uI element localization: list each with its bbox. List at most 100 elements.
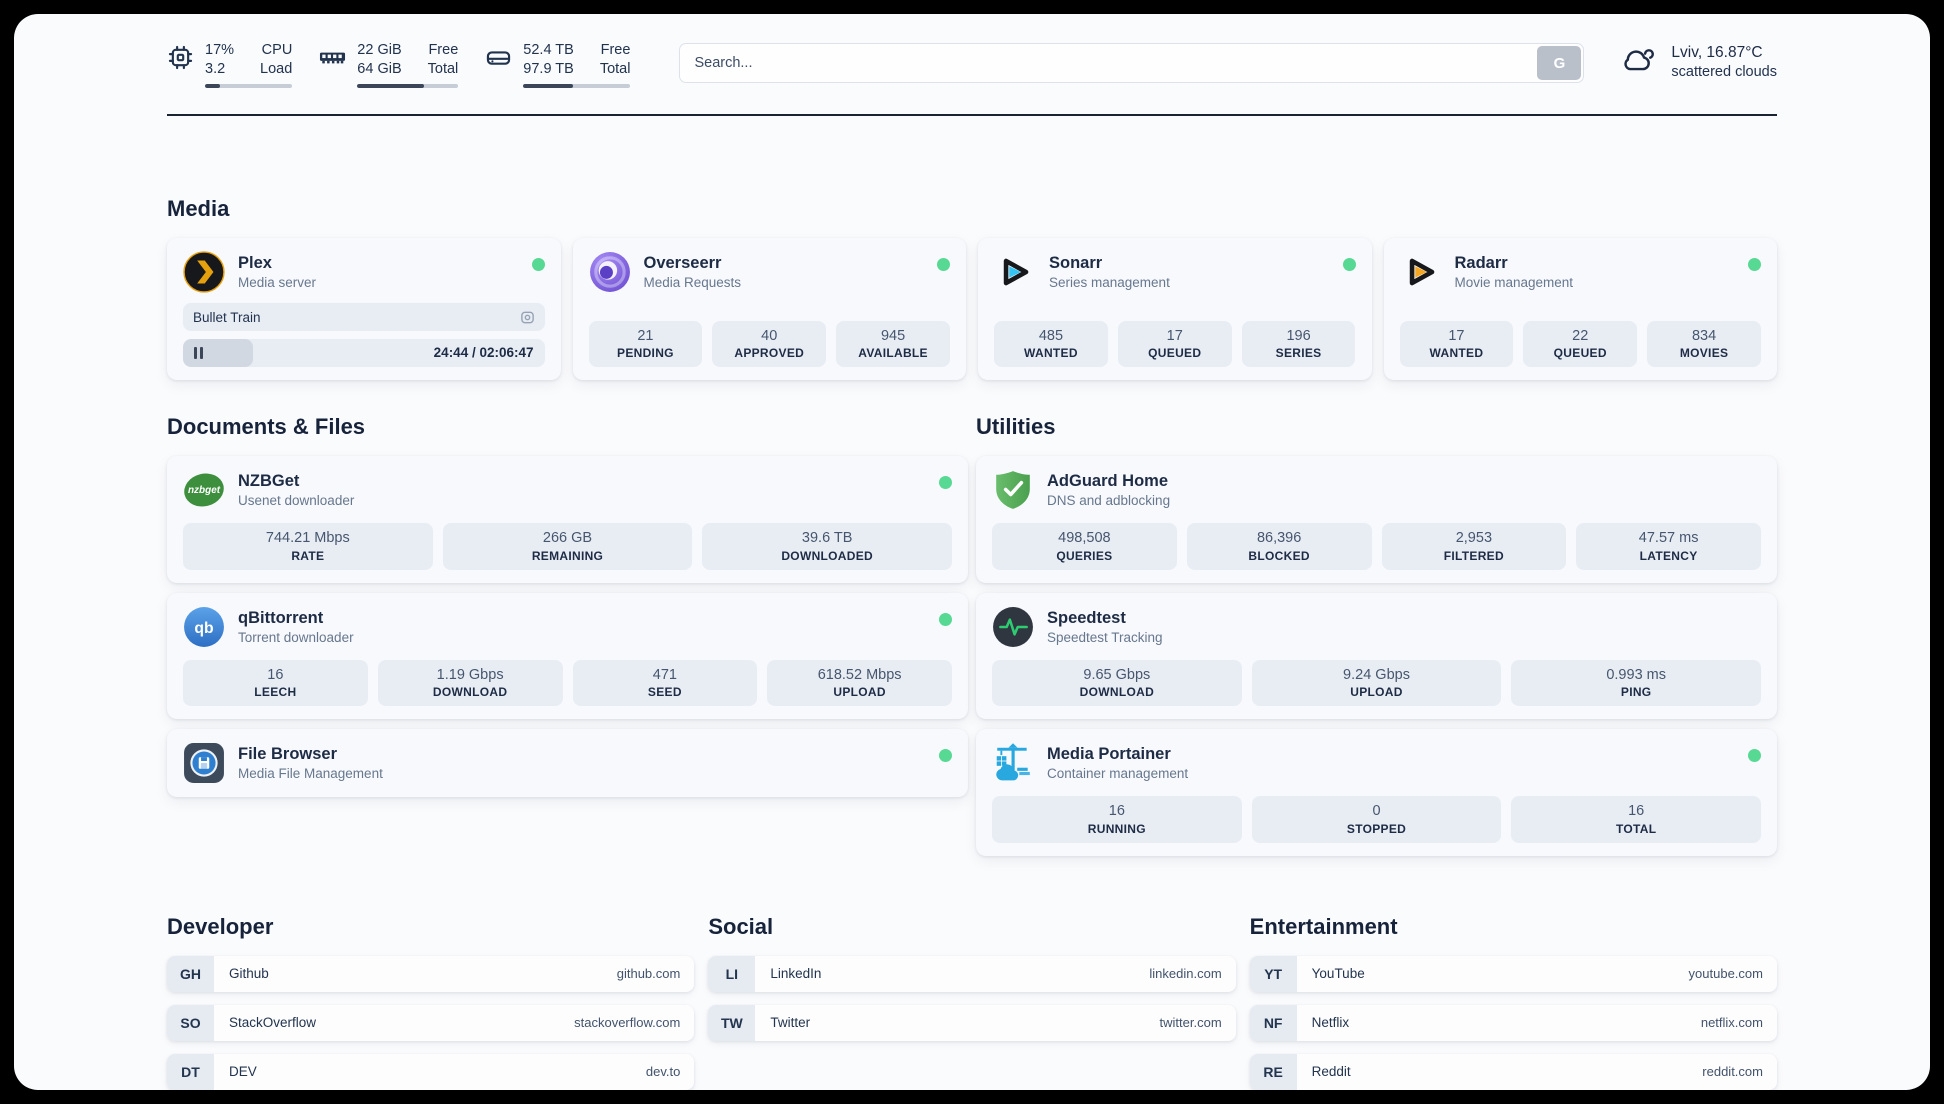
- link-badge: TW: [708, 1004, 756, 1041]
- cpu-label: CPU: [261, 42, 293, 58]
- section-title-developer: Developer: [167, 913, 274, 939]
- memory-free-label: Free: [428, 42, 459, 58]
- app-subtitle: Media Requests: [643, 275, 742, 291]
- app-card-adguard[interactable]: AdGuard Home DNS and adblocking 498,508 …: [976, 456, 1777, 583]
- overseerr-logo-icon: [589, 251, 631, 293]
- app-subtitle: Container management: [1047, 766, 1189, 782]
- cpu-icon: [167, 41, 194, 71]
- speedtest-logo-icon: [992, 606, 1034, 648]
- bookmark-group-social: Social LI LinkedIn linkedin.com TW Twitt…: [708, 913, 1236, 1090]
- media-section: Plex Media server Bullet Train 24:44 / 0…: [167, 238, 1777, 381]
- cpu-progress-fill: [205, 84, 220, 89]
- app-title: Plex: [238, 254, 272, 273]
- search-bar: G: [679, 43, 1585, 83]
- app-subtitle: Media server: [238, 275, 317, 291]
- link-reddit[interactable]: RE Reddit reddit.com: [1249, 1053, 1777, 1090]
- stat-download: 1.19 Gbps DOWNLOAD: [377, 659, 563, 707]
- link-twitter[interactable]: TW Twitter twitter.com: [708, 1004, 1236, 1041]
- stat-wanted: 485 WANTED: [994, 320, 1108, 368]
- status-online-dot: [1748, 258, 1761, 272]
- app-card-qbittorrent[interactable]: qb qBittorrent Torrent downloader 16 LEE…: [167, 592, 968, 720]
- search-input[interactable]: [679, 43, 1585, 83]
- memory-total-label: Total: [427, 60, 459, 77]
- portainer-logo-icon: [992, 742, 1034, 784]
- section-title-documents: Documents & Files: [167, 414, 366, 440]
- svg-text:nzbget: nzbget: [188, 485, 221, 496]
- disk-free-label: Free: [600, 42, 631, 58]
- stat-blocked: 86,396 BLOCKED: [1186, 523, 1372, 570]
- link-github[interactable]: GH Github github.com: [167, 955, 695, 992]
- cpu-usage-value: 17%: [205, 42, 235, 58]
- status-online-dot: [1748, 749, 1761, 763]
- section-title-media: Media: [167, 196, 230, 222]
- status-online-dot: [939, 476, 952, 490]
- link-badge: LI: [708, 955, 756, 992]
- app-title: Sonarr: [1049, 254, 1103, 273]
- stat-leech: 16 LEECH: [183, 659, 368, 707]
- link-badge: SO: [167, 1004, 214, 1041]
- status-online-dot: [939, 612, 952, 626]
- app-card-sonarr[interactable]: Sonarr Series management 485 WANTED 17 Q…: [978, 238, 1372, 381]
- stat-total: 16 TOTAL: [1511, 796, 1762, 843]
- utilities-section: Utilities: [976, 414, 1777, 866]
- filebrowser-logo-icon: [183, 742, 225, 784]
- stat-running: 16 RUNNING: [992, 796, 1242, 843]
- memory-total-value: 64 GiB: [357, 60, 402, 77]
- cpu-progress-track: [205, 84, 293, 89]
- disk-total-value: 97.9 TB: [523, 60, 574, 77]
- pause-icon: [194, 347, 203, 360]
- app-card-nzbget[interactable]: nzbget NZBGet Usenet downloader 744.21 M…: [167, 456, 968, 583]
- app-title: Media Portainer: [1047, 745, 1171, 764]
- memory-free-value: 22 GiB: [357, 42, 402, 58]
- stat-filtered: 2,953 FILTERED: [1381, 523, 1567, 570]
- stat-queued: 17 QUEUED: [1117, 320, 1232, 368]
- stat-ping: 0.993 ms PING: [1511, 659, 1762, 707]
- link-badge: DT: [167, 1053, 214, 1090]
- bookmarks-section: Developer GH Github github.com SO StackO…: [167, 914, 1777, 1090]
- stat-available: 945 AVAILABLE: [836, 320, 950, 368]
- app-card-speedtest[interactable]: Speedtest Speedtest Tracking 9.65 Gbps D…: [976, 592, 1777, 720]
- stat-queued: 22 QUEUED: [1523, 320, 1638, 368]
- link-stackoverflow[interactable]: SO StackOverflow stackoverflow.com: [167, 1004, 695, 1041]
- app-card-overseerr[interactable]: Overseerr Media Requests 21 PENDING 40 A…: [572, 238, 966, 381]
- app-subtitle: Speedtest Tracking: [1047, 629, 1163, 645]
- app-card-portainer[interactable]: Media Portainer Container management 16 …: [976, 729, 1777, 856]
- link-badge: GH: [167, 955, 214, 992]
- memory-progress-fill: [357, 84, 424, 89]
- app-subtitle: Movie management: [1454, 275, 1574, 291]
- now-playing-row[interactable]: Bullet Train: [183, 303, 545, 332]
- link-badge: RE: [1249, 1053, 1297, 1090]
- link-dev[interactable]: DT DEV dev.to: [167, 1053, 695, 1090]
- link-linkedin[interactable]: LI LinkedIn linkedin.com: [708, 955, 1236, 992]
- app-card-radarr[interactable]: Radarr Movie management 17 WANTED 22 QUE…: [1383, 238, 1777, 381]
- app-subtitle: Torrent downloader: [238, 629, 354, 645]
- app-title: qBittorrent: [238, 608, 324, 627]
- playback-progress-bar: 24:44 / 02:06:47: [183, 339, 545, 368]
- link-badge: YT: [1249, 955, 1297, 992]
- stat-approved: 40 APPROVED: [712, 320, 827, 368]
- link-netflix[interactable]: NF Netflix netflix.com: [1249, 1004, 1777, 1041]
- app-subtitle: Media File Management: [238, 766, 383, 782]
- stat-latency: 47.57 ms LATENCY: [1576, 523, 1761, 570]
- app-title: Speedtest: [1047, 608, 1126, 627]
- app-title: Overseerr: [643, 254, 722, 273]
- stat-downloaded: 39.6 TB DOWNLOADED: [702, 523, 953, 570]
- qbittorrent-logo-icon: qb: [183, 606, 225, 648]
- app-card-plex[interactable]: Plex Media server Bullet Train 24:44 / 0…: [167, 238, 561, 381]
- memory-metric-widget: 22 GiB 64 GiB Free Total: [319, 41, 459, 89]
- now-playing-title: Bullet Train: [193, 309, 261, 325]
- link-youtube[interactable]: YT YouTube youtube.com: [1249, 955, 1777, 992]
- cpu-load-value: 3.2: [205, 60, 226, 77]
- search-provider-button[interactable]: G: [1537, 46, 1582, 80]
- link-badge: NF: [1249, 1004, 1297, 1041]
- disk-metric-widget: 52.4 TB 97.9 TB Free Total: [485, 41, 631, 89]
- status-online-dot: [937, 258, 950, 272]
- app-card-filebrowser[interactable]: File Browser Media File Management: [167, 729, 968, 798]
- stat-wanted: 17 WANTED: [1399, 320, 1514, 368]
- bookmark-group-developer: Developer GH Github github.com SO StackO…: [167, 913, 695, 1090]
- stat-movies: 834 MOVIES: [1647, 320, 1761, 368]
- playback-time: 24:44 / 02:06:47: [433, 345, 534, 361]
- svg-text:qb: qb: [194, 619, 213, 636]
- section-title-social: Social: [708, 913, 774, 939]
